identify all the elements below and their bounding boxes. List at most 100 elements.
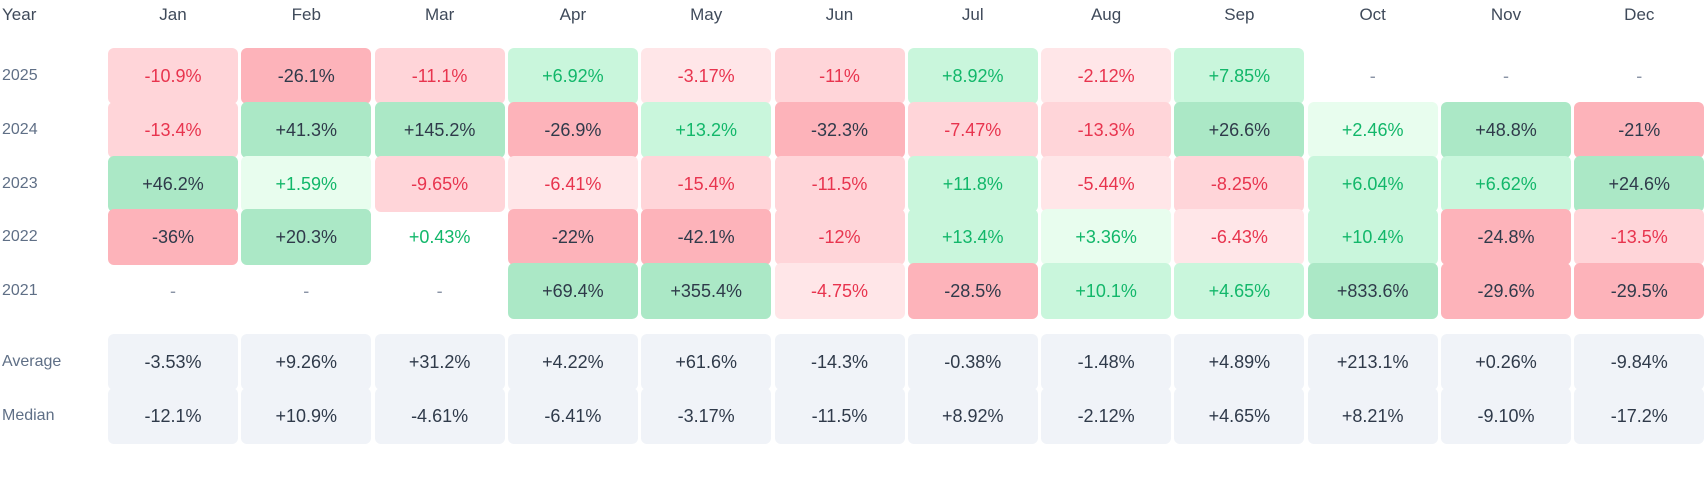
- heatmap-cell-2025-oct: -: [1369, 65, 1376, 86]
- heatmap-cell-2022-mar: +0.43%: [408, 226, 471, 247]
- heatmap-cell-2021-jun: -4.75%: [774, 263, 905, 319]
- heatmap-cell-2024-jul: -7.47%: [907, 102, 1038, 158]
- month-header-may: May: [690, 5, 723, 24]
- year-label-2025: 2025: [2, 67, 38, 84]
- median-cell-apr: -6.41%: [507, 388, 638, 444]
- heatmap-cell-2025-aug: -2.12%: [1041, 48, 1172, 104]
- heatmap-cell-2022-jun: -12%: [774, 209, 905, 265]
- heatmap-cell-2025-apr: +6.92%: [507, 48, 638, 104]
- month-header-jun: Jun: [825, 5, 854, 24]
- average-cell-oct: +213.1%: [1307, 334, 1438, 390]
- year-label-2022: 2022: [2, 228, 38, 245]
- average-cell-dec: -9.84%: [1574, 334, 1705, 390]
- average-cell-jun: -14.3%: [774, 334, 905, 390]
- median-cell-jul: +8.92%: [907, 388, 1038, 444]
- heatmap-cell-2024-dec: -21%: [1574, 102, 1705, 158]
- heatmap-cell-2023-jul: +11.8%: [907, 156, 1038, 212]
- heatmap-cell-2021-sep: +4.65%: [1174, 263, 1305, 319]
- median-cell-nov: -9.10%: [1441, 388, 1571, 444]
- heatmap-cell-2021-feb: -: [303, 280, 310, 301]
- median-cell-may: -3.17%: [641, 388, 772, 444]
- average-cell-nov: +0.26%: [1441, 334, 1571, 390]
- heatmap-cell-2022-oct: +10.4%: [1307, 209, 1438, 265]
- heatmap-cell-2025-mar: -11.1%: [374, 48, 505, 104]
- month-header-aug: Aug: [1090, 5, 1122, 24]
- heatmap-cell-2021-apr: +69.4%: [507, 263, 638, 319]
- month-header-feb: Feb: [291, 5, 321, 24]
- average-cell-sep: +4.89%: [1174, 334, 1305, 390]
- year-column-header: Year: [2, 5, 37, 24]
- heatmap-cell-2022-nov: -24.8%: [1441, 209, 1571, 265]
- median-cell-mar: -4.61%: [374, 388, 505, 444]
- heatmap-cell-2025-jul: +8.92%: [907, 48, 1038, 104]
- year-label-2023: 2023: [2, 175, 38, 192]
- heatmap-cell-2023-apr: -6.41%: [507, 156, 638, 212]
- average-cell-aug: -1.48%: [1041, 334, 1172, 390]
- heatmap-cell-2023-oct: +6.04%: [1307, 156, 1438, 212]
- heatmap-cell-2024-oct: +2.46%: [1307, 102, 1438, 158]
- heatmap-cell-2025-jun: -11%: [774, 48, 905, 104]
- heatmap-cell-2022-may: -42.1%: [641, 209, 772, 265]
- heatmap-cell-2021-jan: -: [170, 280, 176, 301]
- heatmap-cell-2024-may: +13.2%: [641, 102, 772, 158]
- average-cell-jan: -3.53%: [108, 334, 238, 390]
- heatmap-cell-2023-dec: +24.6%: [1574, 156, 1705, 212]
- month-header-jul: Jul: [961, 5, 984, 24]
- heatmap-cell-2025-dec: -: [1636, 65, 1643, 86]
- heatmap-cell-2025-nov: -: [1503, 65, 1509, 86]
- heatmap-cell-2024-mar: +145.2%: [374, 102, 505, 158]
- heatmap-cell-2021-oct: +833.6%: [1307, 263, 1438, 319]
- heatmap-cell-2021-may: +355.4%: [641, 263, 772, 319]
- heatmap-cell-2022-dec: -13.5%: [1574, 209, 1705, 265]
- average-cell-may: +61.6%: [641, 334, 772, 390]
- median-cell-oct: +8.21%: [1307, 388, 1438, 444]
- heatmap-cell-2024-nov: +48.8%: [1441, 102, 1571, 158]
- year-label-2021: 2021: [2, 282, 38, 299]
- heatmap-cell-2024-aug: -13.3%: [1041, 102, 1172, 158]
- heatmap-cell-2024-jun: -32.3%: [774, 102, 905, 158]
- median-cell-feb: +10.9%: [241, 388, 372, 444]
- average-cell-apr: +4.22%: [507, 334, 638, 390]
- heatmap-cell-2022-sep: -6.43%: [1174, 209, 1305, 265]
- heatmap-cell-2021-aug: +10.1%: [1041, 263, 1172, 319]
- heatmap-cell-2024-sep: +26.6%: [1174, 102, 1305, 158]
- heatmap-cell-2023-sep: -8.25%: [1174, 156, 1305, 212]
- heatmap-cell-2023-may: -15.4%: [641, 156, 772, 212]
- median-cell-aug: -2.12%: [1041, 388, 1172, 444]
- heatmap-cell-2021-jul: -28.5%: [907, 263, 1038, 319]
- heatmap-cell-2024-feb: +41.3%: [241, 102, 372, 158]
- month-header-mar: Mar: [424, 5, 455, 24]
- average-row-label: Average: [2, 353, 62, 370]
- month-header-jan: Jan: [159, 5, 187, 24]
- heatmap-cell-2023-mar: -9.65%: [374, 156, 505, 212]
- heatmap-cell-2023-aug: -5.44%: [1041, 156, 1172, 212]
- month-header-apr: Apr: [559, 5, 587, 24]
- heatmap-cell-2024-jan: -13.4%: [108, 102, 238, 158]
- heatmap-cell-2021-dec: -29.5%: [1574, 263, 1705, 319]
- average-cell-mar: +31.2%: [374, 334, 505, 390]
- heatmap-cell-2022-jul: +13.4%: [907, 209, 1038, 265]
- month-header-sep: Sep: [1224, 5, 1255, 24]
- median-cell-jun: -11.5%: [774, 388, 905, 444]
- month-header-nov: Nov: [1490, 5, 1522, 24]
- month-header-oct: Oct: [1359, 5, 1386, 24]
- heatmap-cell-2023-jan: +46.2%: [108, 156, 238, 212]
- heatmap-cell-2022-feb: +20.3%: [241, 209, 372, 265]
- year-label-2024: 2024: [2, 121, 38, 138]
- heatmap-cell-2023-feb: +1.59%: [241, 156, 372, 212]
- average-cell-jul: -0.38%: [907, 334, 1038, 390]
- heatmap-cell-2022-aug: +3.36%: [1041, 209, 1172, 265]
- heatmap-cell-2025-jan: -10.9%: [108, 48, 238, 104]
- heatmap-cell-2025-sep: +7.85%: [1174, 48, 1305, 104]
- heatmap-cell-2025-may: -3.17%: [641, 48, 772, 104]
- month-header-dec: Dec: [1624, 5, 1655, 24]
- heatmap-cell-2021-nov: -29.6%: [1441, 263, 1571, 319]
- median-cell-jan: -12.1%: [108, 388, 238, 444]
- median-row-label: Median: [2, 407, 55, 424]
- heatmap-cell-2022-jan: -36%: [108, 209, 238, 265]
- heatmap-cell-2021-mar: -: [436, 280, 443, 301]
- median-cell-sep: +4.65%: [1174, 388, 1305, 444]
- heatmap-cell-2023-jun: -11.5%: [774, 156, 905, 212]
- heatmap-cell-2022-apr: -22%: [507, 209, 638, 265]
